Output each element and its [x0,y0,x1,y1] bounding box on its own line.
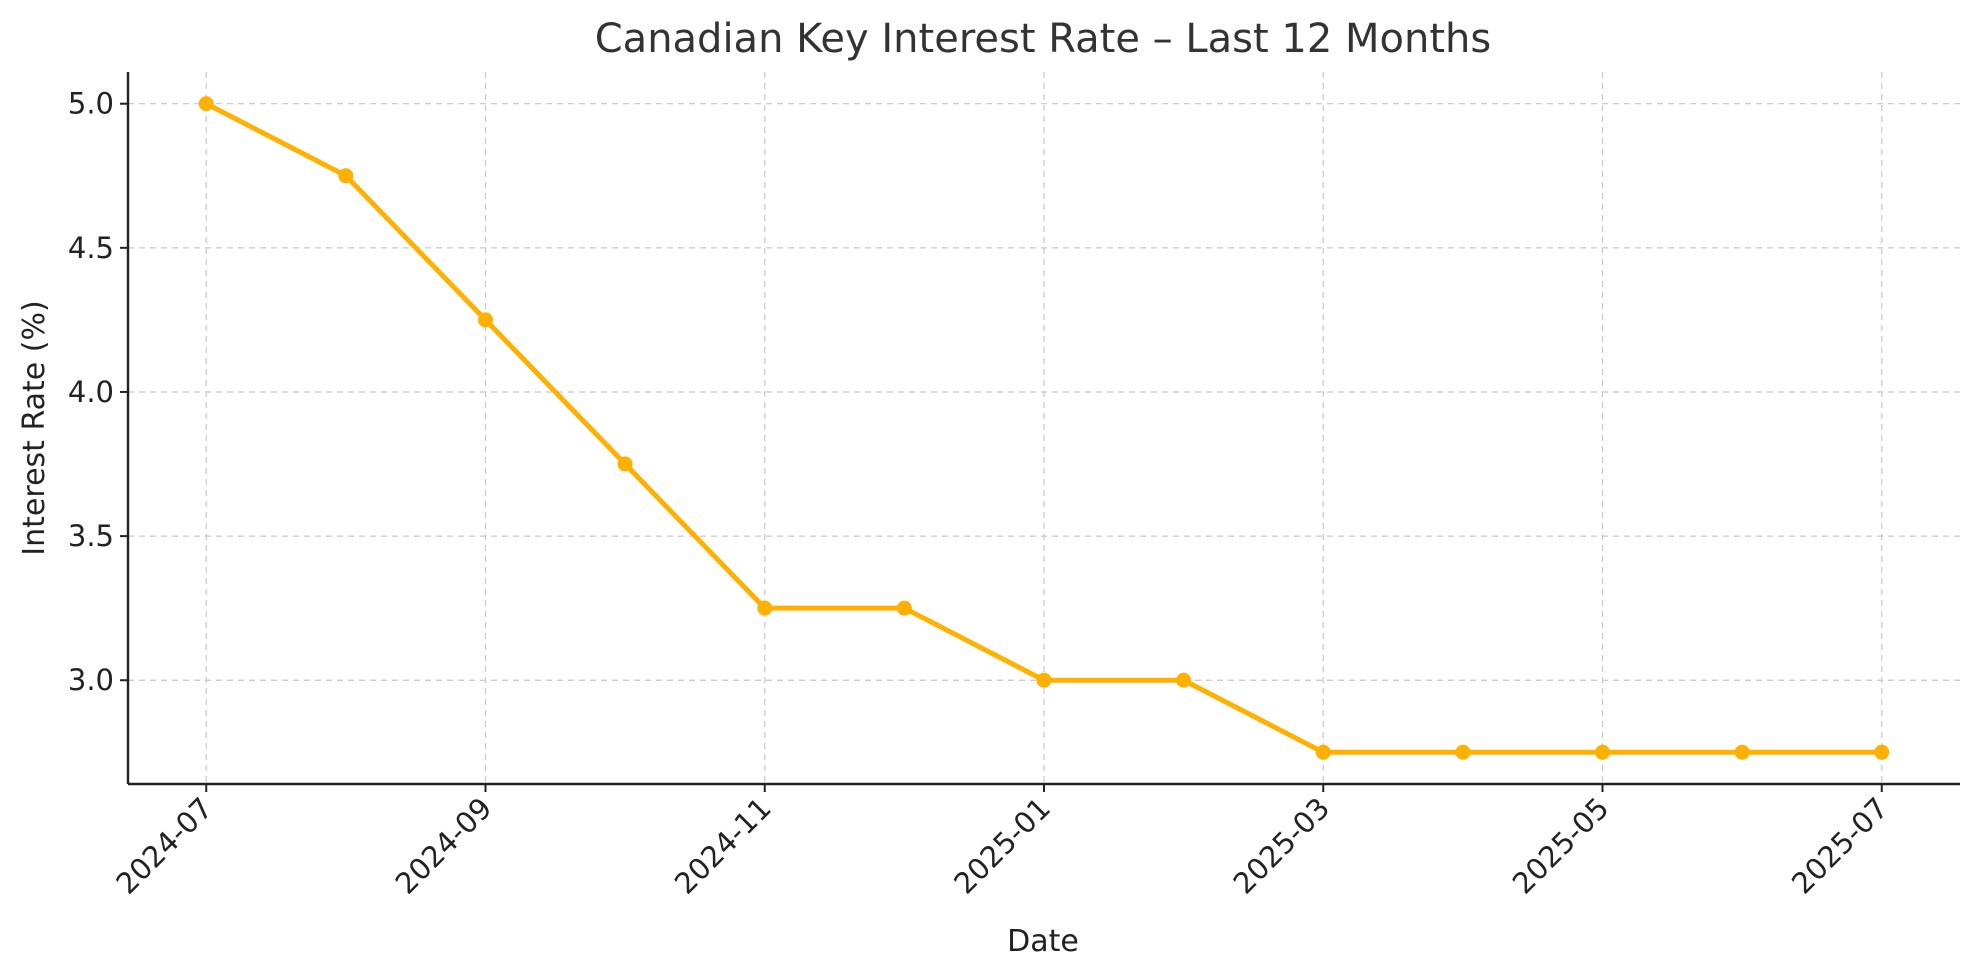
y-tick-label: 4.5 [68,231,114,265]
data-point [1315,744,1331,760]
data-point [617,456,633,472]
data-point [1734,744,1750,760]
x-axis-label: Date [1007,924,1079,959]
data-point [1036,672,1052,688]
x-tick-label: 2024-09 [389,791,499,901]
y-axis-label: Interest Rate (%) [17,300,52,555]
series-layer [198,96,1890,760]
data-point [1455,744,1471,760]
data-point [338,168,354,184]
x-tick-label: 2025-07 [1785,791,1895,901]
y-tick-label: 4.0 [68,375,114,409]
x-tick-label: 2024-11 [668,791,778,901]
data-point [757,600,773,616]
data-point [198,96,214,112]
y-tick-label: 5.0 [68,87,114,121]
y-tick-label: 3.0 [68,663,114,697]
chart-title: Canadian Key Interest Rate – Last 12 Mon… [595,16,1491,62]
x-tick-label: 2024-07 [109,791,219,901]
y-tick-label: 3.5 [68,519,114,553]
data-point [896,600,912,616]
x-tick-label: 2025-05 [1506,791,1616,901]
data-point [1595,744,1611,760]
data-point [1874,744,1890,760]
y-axis-ticks: 3.0 3.5 4.0 4.5 5.0 [68,87,128,697]
data-point [1176,672,1192,688]
x-axis-ticks: 2024-07 2024-09 2024-11 2025-01 2025-03 2025-… [109,784,1895,901]
data-point [477,312,493,328]
x-tick-label: 2025-01 [947,791,1057,901]
x-tick-label: 2025-03 [1226,791,1336,901]
